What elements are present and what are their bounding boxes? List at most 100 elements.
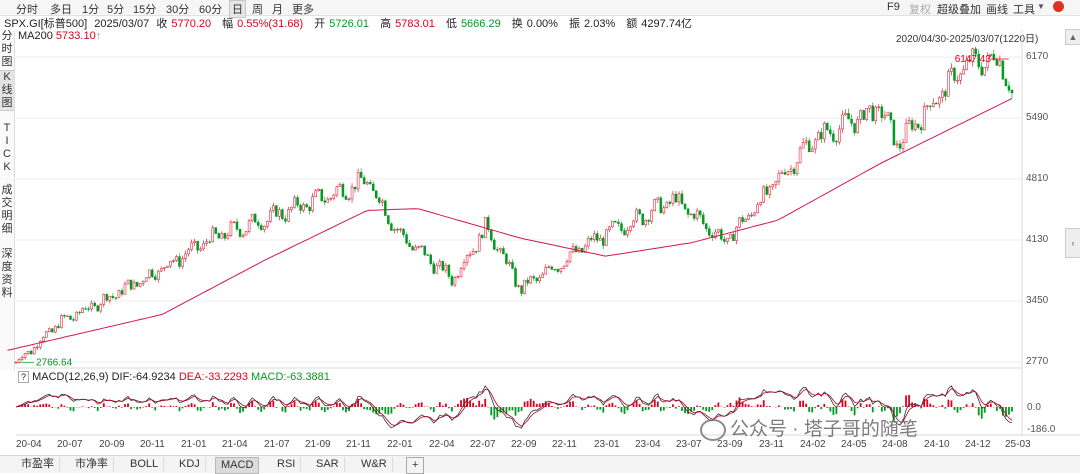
indicator-tab-sar[interactable]: SAR <box>311 457 345 472</box>
candle <box>463 263 465 269</box>
candle <box>157 271 159 280</box>
candle <box>981 67 983 75</box>
indicator-tab-kdj[interactable]: KDJ <box>174 457 206 472</box>
collapse-side-icon[interactable]: ‹ <box>1065 228 1080 258</box>
candle <box>472 251 474 254</box>
macd-bar <box>996 407 998 411</box>
candle <box>85 309 87 310</box>
candle <box>587 238 589 246</box>
macd-bar <box>121 407 123 408</box>
candle <box>145 278 147 282</box>
candle <box>693 214 695 218</box>
macd-bar <box>954 407 956 410</box>
macd-bar <box>148 403 150 407</box>
candle <box>21 358 23 360</box>
indicator-tab-rsi[interactable]: RSI <box>272 457 301 472</box>
macd-bar <box>336 403 338 407</box>
macd-bar <box>291 404 293 407</box>
macd-bar <box>387 407 389 415</box>
macd-bar <box>51 407 53 408</box>
candle <box>614 221 616 222</box>
macd-bar <box>512 407 514 410</box>
macd-bar <box>593 405 595 407</box>
candle <box>42 337 44 341</box>
low-annotation: 2766.64 <box>36 357 73 368</box>
candle <box>950 68 952 71</box>
macd-bar <box>941 405 943 407</box>
price-tick: 2770 <box>1026 356 1048 367</box>
macd-bar <box>572 401 574 407</box>
candle <box>908 121 910 124</box>
macd-bar <box>881 407 883 412</box>
candle <box>808 141 810 152</box>
add-indicator-button[interactable]: + <box>406 457 424 474</box>
macd-bar <box>333 406 335 407</box>
candle <box>726 238 728 241</box>
date-tick: 22-07 <box>470 439 496 450</box>
macd-bar <box>227 407 229 409</box>
candle <box>218 233 220 238</box>
macd-bar <box>445 404 447 407</box>
candle <box>36 347 38 348</box>
macd-bar <box>605 405 607 407</box>
macd-value: -63.3881 <box>286 371 329 383</box>
macd-bar <box>315 401 317 407</box>
candle <box>294 198 296 208</box>
macd-value-label: MACD: <box>251 371 286 383</box>
indicator-tab-wr[interactable]: W&R <box>356 457 393 472</box>
indicator-tab-boll[interactable]: BOLL <box>125 457 164 472</box>
candle <box>890 113 892 120</box>
macd-bar <box>215 406 217 407</box>
price-tick: 4130 <box>1026 234 1048 245</box>
macd-bar <box>127 403 129 407</box>
candle <box>823 123 825 139</box>
candle <box>230 222 232 235</box>
candle <box>944 91 946 96</box>
candle <box>678 194 680 202</box>
candle <box>793 169 795 174</box>
macd-bar <box>724 407 726 408</box>
candle <box>772 185 774 187</box>
indicator-tab-pe[interactable]: 市盈率 <box>16 457 60 472</box>
candle <box>427 255 429 256</box>
candle <box>366 182 368 184</box>
candle <box>530 276 532 283</box>
macd-bar <box>448 407 450 408</box>
watermark: 公众号 · 塔子哥的随笔 <box>700 414 918 441</box>
macd-bar <box>169 406 171 407</box>
macd-bar <box>136 407 138 410</box>
candle <box>348 199 350 200</box>
macd-bar <box>551 406 553 407</box>
macd-bar <box>194 404 196 407</box>
macd-bar <box>394 407 396 409</box>
date-tick: 24-10 <box>924 439 950 450</box>
macd-bar <box>478 401 480 407</box>
candle <box>515 268 517 286</box>
candle <box>811 149 813 152</box>
candle <box>687 209 689 214</box>
macd-bar <box>509 407 511 411</box>
candle <box>754 213 756 215</box>
candle <box>748 215 750 219</box>
candle <box>233 222 235 223</box>
candle <box>666 202 668 208</box>
macd-bar <box>657 402 659 407</box>
candle <box>221 233 223 238</box>
candle <box>935 103 937 104</box>
candle <box>775 181 777 184</box>
macd-bar <box>64 406 66 407</box>
candle <box>548 267 550 268</box>
candle <box>390 224 392 231</box>
candle <box>630 226 632 230</box>
macd-help-icon[interactable]: ? <box>18 371 29 383</box>
candle <box>790 169 792 171</box>
indicator-tab-pb[interactable]: 市净率 <box>70 457 114 472</box>
candle <box>518 286 520 287</box>
candle <box>835 141 837 142</box>
macd-bar <box>203 407 205 408</box>
candle <box>953 68 955 80</box>
candle <box>602 238 604 245</box>
candle <box>236 222 238 229</box>
indicator-tab-macd[interactable]: MACD <box>215 457 259 474</box>
